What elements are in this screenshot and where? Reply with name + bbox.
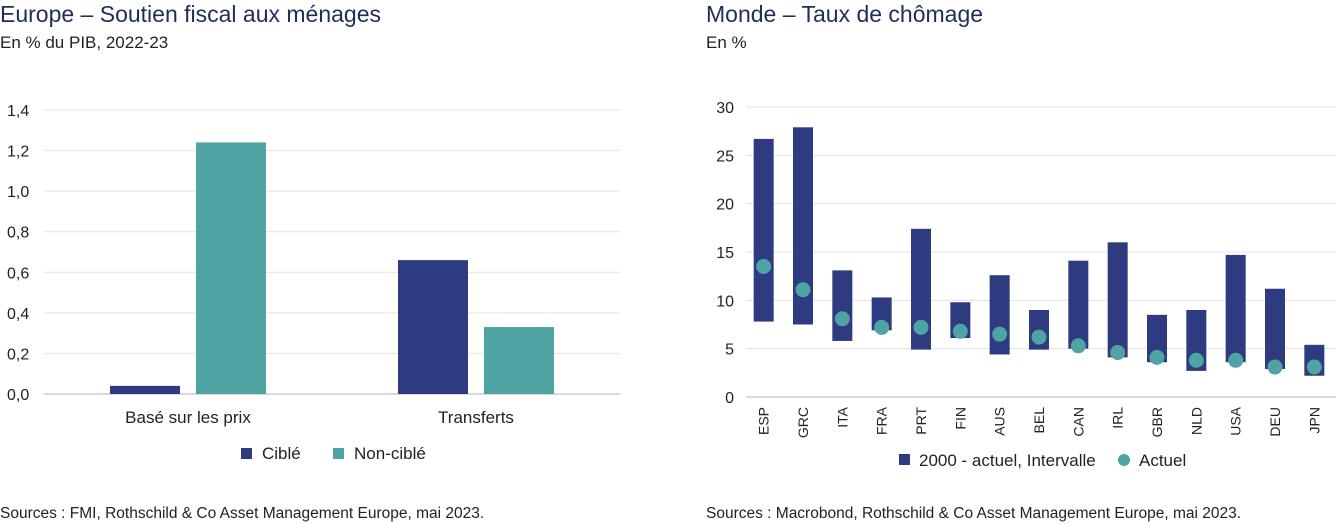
left-bar-chart: 0,0 0,2 0,4 0,6 0,8 1,0 1,2 1,4 Basé sur les pri…: [7, 103, 620, 463]
data-point: [1267, 359, 1283, 375]
x-tick-label: NLD: [1188, 407, 1204, 435]
y-tick-label: 15: [716, 245, 734, 262]
range-bar: [1068, 260, 1089, 349]
x-tick-label: PRT: [913, 407, 929, 435]
right-chart-subtitle: En %: [706, 33, 747, 52]
range-bar: [1107, 242, 1128, 358]
y-tick-label: 0,2: [7, 346, 29, 363]
y-tick-label: 0,8: [7, 225, 29, 242]
legend-swatch: [241, 448, 252, 459]
x-tick-label: ESP: [756, 407, 772, 435]
range-bar: [1225, 254, 1246, 363]
data-point: [952, 323, 968, 339]
legend-label: Ciblé: [262, 444, 301, 463]
data-point: [913, 319, 929, 335]
y-tick-label: 0,4: [7, 306, 29, 323]
bar: [110, 385, 180, 394]
x-tick-label: FRA: [874, 406, 890, 435]
x-tick-label: GBR: [1149, 407, 1165, 437]
x-tick-label: Basé sur les prix: [125, 408, 251, 427]
data-point: [756, 259, 772, 274]
x-tick-label: AUS: [992, 407, 1008, 436]
y-tick-label: 10: [716, 293, 734, 310]
right-chart-title: Monde – Taux de chômage: [706, 1, 984, 27]
data-point: [834, 311, 850, 327]
data-point: [1228, 352, 1244, 368]
data-point: [874, 319, 890, 335]
left-chart-panel: Europe – Soutien fiscal aux ménages En %…: [0, 0, 650, 524]
y-tick-label: 0: [725, 390, 734, 407]
legend-swatch: [1118, 454, 1130, 466]
y-tick-label: 0,6: [7, 265, 29, 282]
legend-label: 2000 - actuel, Intervalle: [919, 451, 1096, 470]
y-tick-label: 0,0: [7, 387, 29, 404]
data-point: [795, 282, 811, 298]
x-tick-label: IRL: [1110, 407, 1126, 429]
range-bar: [793, 127, 813, 325]
bar: [196, 142, 266, 394]
legend-label: Non-ciblé: [354, 444, 426, 463]
data-point: [1188, 352, 1204, 368]
data-point: [1070, 338, 1086, 354]
x-tick-label: GRC: [795, 407, 811, 438]
right-chart-source: Sources : Macrobond, Rothschild & Co Ass…: [706, 505, 1242, 522]
data-point: [1110, 345, 1126, 361]
data-point: [1306, 359, 1322, 375]
data-point: [1031, 329, 1047, 345]
range-bar: [989, 275, 1010, 355]
right-chart-panel: Monde – Taux de chômage En % 0 5 10 15 20 25 3…: [706, 0, 1336, 524]
range-bar: [753, 138, 774, 322]
range-bar: [832, 270, 853, 341]
y-tick-label: 30: [716, 100, 734, 117]
legend-label: Actuel: [1139, 451, 1186, 470]
data-point: [992, 326, 1008, 342]
y-tick-label: 25: [716, 148, 734, 165]
range-bar: [1265, 288, 1285, 369]
legend-swatch: [333, 448, 344, 459]
x-tick-label: BEL: [1031, 407, 1047, 434]
y-tick-label: 20: [716, 197, 734, 214]
x-tick-label: Transferts: [438, 408, 514, 427]
bar: [398, 260, 468, 394]
right-range-chart: 0 5 10 15 20 25 30 ESP GRC ITA FRA PRT FIN AUS BEL CAN I…: [716, 100, 1336, 470]
y-tick-label: 1,0: [7, 184, 29, 201]
y-tick-label: 5: [725, 342, 734, 359]
bar: [484, 327, 554, 394]
x-tick-label: CAN: [1070, 407, 1086, 437]
left-chart-subtitle: En % du PIB, 2022-23: [0, 33, 169, 52]
x-tick-label: USA: [1228, 406, 1244, 435]
range-bar: [1147, 314, 1167, 363]
left-chart-title: Europe – Soutien fiscal aux ménages: [0, 1, 382, 27]
x-tick-label: ITA: [834, 406, 850, 427]
range-bar: [911, 228, 931, 350]
x-tick-label: FIN: [952, 407, 968, 430]
x-tick-label: DEU: [1267, 407, 1283, 437]
y-tick-label: 1,2: [7, 144, 29, 161]
left-chart-source: Sources : FMI, Rothschild & Co Asset Man…: [0, 505, 485, 522]
legend-swatch: [899, 454, 910, 465]
y-tick-label: 1,4: [7, 103, 29, 120]
x-tick-label: JPN: [1306, 407, 1322, 433]
data-point: [1149, 349, 1165, 365]
